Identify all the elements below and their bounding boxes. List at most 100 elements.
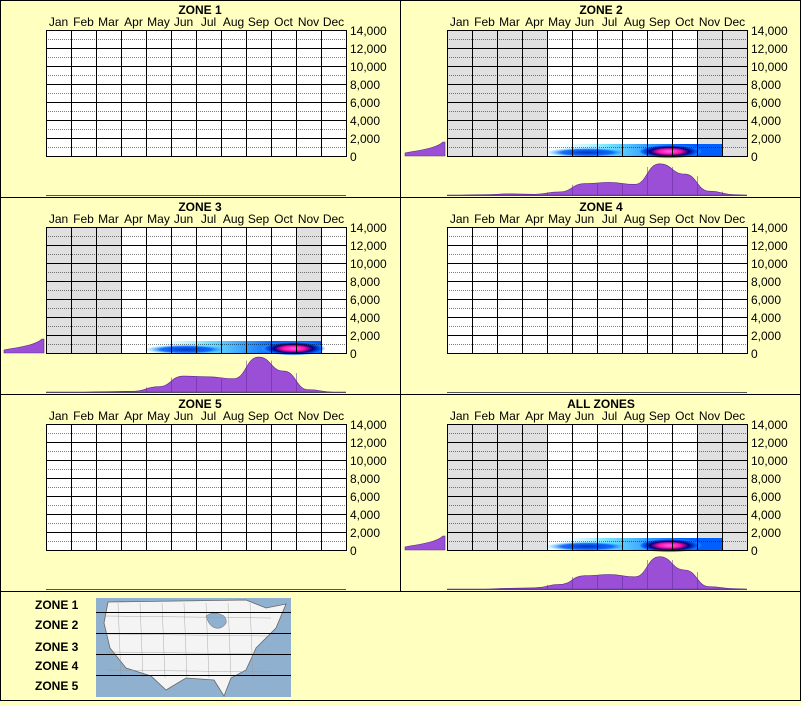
- month-label-sep: Sep: [248, 212, 270, 226]
- legend-zone-label-2: ZONE 2: [35, 618, 79, 632]
- y-tick-label: 8,000: [751, 472, 781, 486]
- y-tick-label: 4,000: [751, 508, 781, 522]
- shaded-month-apr: [522, 424, 547, 550]
- y-tick-label: 8,000: [751, 78, 781, 92]
- panel-title: ZONE 5: [178, 397, 222, 411]
- month-label-jan: Jan: [450, 409, 469, 423]
- shaded-month-feb: [472, 424, 497, 550]
- month-label-sep: Sep: [649, 15, 671, 29]
- panel-title: ZONE 2: [579, 3, 623, 17]
- month-label-apr: Apr: [124, 212, 143, 226]
- heatmap-cluster: [143, 344, 229, 355]
- y-tick-label: 4,000: [751, 114, 781, 128]
- month-label-may: May: [548, 212, 571, 226]
- y-tick-label: 0: [751, 150, 758, 164]
- month-label-nov: Nov: [699, 212, 720, 226]
- map-state-line: [205, 602, 210, 679]
- month-label-mar: Mar: [499, 212, 520, 226]
- y-tick-label: 6,000: [350, 293, 380, 307]
- y-tick-label: 14,000: [751, 24, 788, 38]
- month-label-jun: Jun: [575, 409, 594, 423]
- y-tick-label: 2,000: [751, 329, 781, 343]
- map-state-line: [105, 651, 272, 655]
- month-label-jun: Jun: [575, 15, 594, 29]
- month-label-nov: Nov: [699, 15, 720, 29]
- seasonal-profile-area: [447, 556, 748, 590]
- heatmap-hotspot: [637, 144, 702, 159]
- month-label-nov: Nov: [298, 15, 319, 29]
- y-tick-label: 6,000: [350, 490, 380, 504]
- month-label-jan: Jan: [49, 15, 68, 29]
- y-tick-label: 10,000: [350, 454, 387, 468]
- y-tick-label: 2,000: [350, 132, 380, 146]
- month-label-may: May: [548, 409, 571, 423]
- y-tick-label: 4,000: [350, 114, 380, 128]
- heatmap-hotspot: [637, 538, 702, 553]
- y-tick-label: 0: [350, 544, 357, 558]
- shaded-month-mar: [497, 424, 522, 550]
- panel-zone-5: ZONE 5 Jan Feb Mar Apr May Jun Jul Aug Sep Oct Nov D…: [46, 397, 387, 590]
- elevation-profile: [404, 141, 446, 157]
- shaded-month-jan: [447, 30, 472, 156]
- y-tick-label: 4,000: [350, 311, 380, 325]
- shaded-month-dec: [722, 424, 747, 550]
- y-tick-label: 10,000: [751, 257, 788, 271]
- month-label-feb: Feb: [73, 409, 94, 423]
- map-state-line: [139, 602, 144, 679]
- y-tick-label: 12,000: [350, 42, 387, 56]
- y-tick-label: 2,000: [350, 329, 380, 343]
- shaded-month-feb: [472, 30, 497, 156]
- month-label-oct: Oct: [675, 15, 694, 29]
- y-tick-label: 8,000: [350, 78, 380, 92]
- panel-zone-3: ZONE 3 Jan Feb Mar Apr May Jun Jul Aug Sep Oct Nov D…: [3, 200, 387, 393]
- month-label-sep: Sep: [649, 409, 671, 423]
- map-state-line: [227, 602, 232, 679]
- map-land: [103, 599, 287, 697]
- y-tick-label: 0: [751, 544, 758, 558]
- month-label-jan: Jan: [49, 409, 68, 423]
- shaded-month-nov: [296, 227, 321, 353]
- heatmap-cluster: [544, 147, 630, 158]
- month-label-apr: Apr: [525, 15, 544, 29]
- plot-border: [46, 30, 347, 157]
- y-tick-label: 2,000: [751, 132, 781, 146]
- y-tick-label: 12,000: [350, 239, 387, 253]
- map-state-line: [161, 602, 166, 679]
- y-tick-label: 4,000: [751, 311, 781, 325]
- plot-border: [447, 424, 748, 551]
- map-state-line: [117, 602, 122, 679]
- month-label-sep: Sep: [248, 409, 270, 423]
- shaded-month-mar: [497, 30, 522, 156]
- month-label-dec: Dec: [724, 409, 745, 423]
- y-tick-label: 14,000: [350, 418, 387, 432]
- y-tick-label: 2,000: [350, 526, 380, 540]
- month-label-feb: Feb: [73, 212, 94, 226]
- month-label-nov: Nov: [298, 212, 319, 226]
- month-label-jul: Jul: [602, 15, 617, 29]
- legend-zone-label-5: ZONE 5: [35, 679, 79, 693]
- month-label-jun: Jun: [575, 212, 594, 226]
- y-tick-label: 8,000: [350, 275, 380, 289]
- panel-zone-4: ZONE 4 Jan Feb Mar Apr May Jun Jul Aug Sep Oct Nov D…: [447, 200, 788, 393]
- shaded-month-nov: [697, 424, 722, 550]
- month-label-oct: Oct: [274, 212, 293, 226]
- month-label-oct: Oct: [675, 409, 694, 423]
- legend-zone-label-1: ZONE 1: [35, 598, 79, 612]
- y-tick-label: 10,000: [350, 60, 387, 74]
- panel-zone-1: ZONE 1 Jan Feb Mar Apr May Jun Jul Aug Sep Oct Nov D…: [46, 3, 387, 196]
- map-state-line: [105, 669, 272, 673]
- month-label-may: May: [147, 15, 170, 29]
- month-label-aug: Aug: [223, 409, 244, 423]
- y-tick-label: 2,000: [751, 526, 781, 540]
- month-label-dec: Dec: [323, 409, 344, 423]
- month-label-nov: Nov: [298, 409, 319, 423]
- seasonal-profile-area: [46, 356, 346, 393]
- y-tick-label: 14,000: [751, 221, 788, 235]
- y-tick-label: 0: [350, 347, 357, 361]
- legend-section: ZONE 1 ZONE 2 ZONE 3 ZONE 4 ZONE 5: [35, 598, 291, 697]
- month-label-feb: Feb: [474, 15, 495, 29]
- month-label-jul: Jul: [201, 409, 216, 423]
- month-label-may: May: [147, 212, 170, 226]
- month-label-mar: Mar: [98, 409, 119, 423]
